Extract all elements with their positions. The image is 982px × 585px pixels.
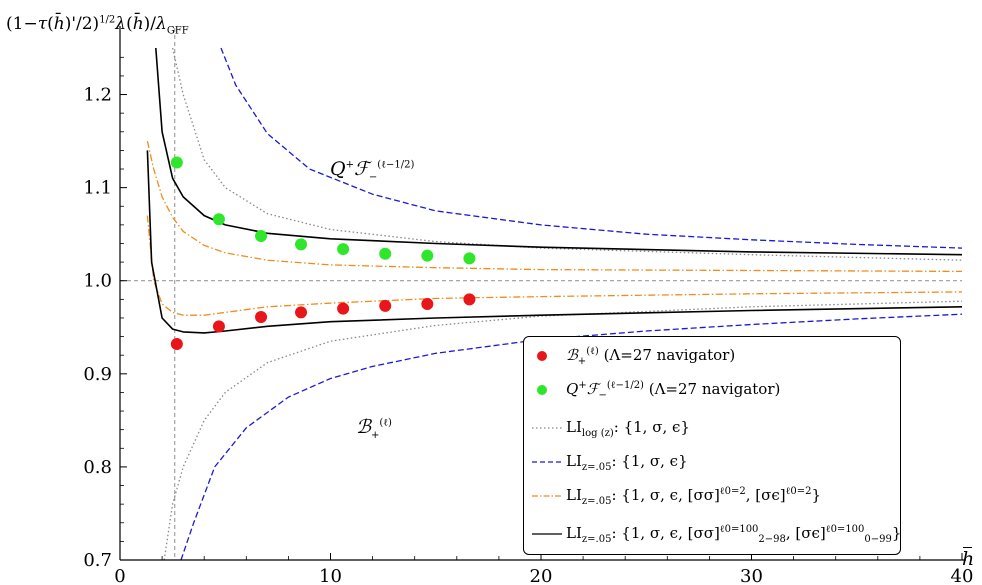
data-point-series-0 <box>255 311 268 324</box>
curve-dashed-upper <box>220 47 962 249</box>
data-point-series-0 <box>421 298 434 310</box>
curve-dashdot-lower <box>146 215 962 316</box>
reference-lines <box>120 28 962 560</box>
curve-dotted-upper <box>171 47 962 261</box>
data-point-series-1 <box>170 156 183 169</box>
legend-label: (Λ=27 navigator) <box>648 380 781 398</box>
legend-item-fermion-navigator: Q+ℱ−(ℓ−1/2) (Λ=27 navigator) <box>524 375 900 405</box>
green-dot-marker <box>537 385 547 395</box>
legend-label: : {1, σ, ϵ} <box>611 452 688 470</box>
dashed-line-marker <box>532 461 562 463</box>
curve-dotted-lower <box>163 300 962 560</box>
x-tick-label: 20 <box>530 566 553 585</box>
y-tick-label: 0.8 <box>83 457 112 478</box>
x-tick-label: 40 <box>951 566 974 585</box>
data-point-series-0 <box>337 302 350 315</box>
data-point-series-1 <box>295 238 308 251</box>
y-tick-label: 0.7 <box>83 550 112 571</box>
y-tick-label: 1.0 <box>83 271 112 292</box>
curve-dashdot-upper <box>146 140 962 273</box>
data-point-series-1 <box>212 213 225 226</box>
x-tick-label: 10 <box>319 566 342 585</box>
curve-solid-lower <box>146 150 962 334</box>
legend: ℬ+(ℓ) (Λ=27 navigator) Q+ℱ−(ℓ−1/2) (Λ=27… <box>523 336 901 555</box>
legend-label: : {1, σ, ϵ, [σσ] <box>611 486 720 504</box>
x-axis-label: h <box>962 547 975 570</box>
data-point-series-0 <box>212 320 225 333</box>
x-tick-label: 30 <box>740 566 763 585</box>
annotation-fermion: Q+ℱ−(ℓ−1/2) <box>330 158 415 183</box>
data-point-series-1 <box>337 243 350 256</box>
dashdot-line-marker <box>532 495 562 497</box>
curves <box>146 47 962 560</box>
y-axis-label: (1−τ(h̄)'/2)1/2λ(h̄)/λGFF <box>6 14 189 37</box>
curve-solid-upper <box>155 47 962 256</box>
data-points <box>170 156 476 351</box>
legend-item-li-l0-100: LIz=.05: {1, σ, ϵ, [σσ]ℓ0=1002−98, [σϵ]ℓ… <box>524 519 901 549</box>
legend-label: : {1, σ, ϵ, [σσ] <box>611 524 720 542</box>
legend-item-li-basic: LIz=.05: {1, σ, ϵ} <box>524 447 900 477</box>
data-point-series-1 <box>379 247 392 260</box>
solid-line-marker <box>532 533 562 535</box>
data-point-series-1 <box>255 230 268 243</box>
legend-label: (Λ=27 navigator) <box>603 346 736 364</box>
data-point-series-1 <box>463 252 476 265</box>
annotation-boson: ℬ+(ℓ) <box>356 416 392 441</box>
y-tick-label: 1.2 <box>83 85 112 106</box>
red-dot-marker <box>537 351 547 361</box>
legend-item-li-l0-2: LIz=.05: {1, σ, ϵ, [σσ]ℓ0=2, [σϵ]ℓ0=2} <box>524 481 900 511</box>
data-point-series-0 <box>170 338 183 351</box>
dotted-line-marker <box>532 427 562 429</box>
data-point-series-0 <box>463 293 476 306</box>
y-tick-label: 1.1 <box>83 178 112 199</box>
legend-item-boson-navigator: ℬ+(ℓ) (Λ=27 navigator) <box>524 341 900 371</box>
curve-dashed-lower <box>180 313 962 560</box>
data-point-series-0 <box>379 299 392 312</box>
legend-item-li-log: LIlog (z): {1, σ, ϵ} <box>524 413 900 443</box>
legend-label: : {1, σ, ϵ} <box>613 418 690 436</box>
data-point-series-0 <box>295 306 308 319</box>
x-tick-label: 0 <box>114 566 125 585</box>
axes: 0.7 0.8 0.9 1.0 1.1 1.2 0 10 20 30 40 <box>83 26 973 585</box>
y-tick-label: 0.9 <box>83 364 112 385</box>
data-point-series-1 <box>421 249 434 262</box>
